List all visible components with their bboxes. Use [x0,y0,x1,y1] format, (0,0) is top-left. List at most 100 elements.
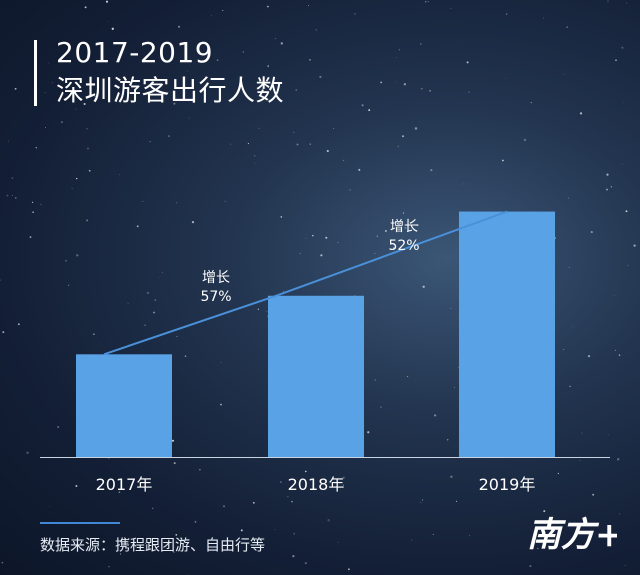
star [309,59,311,61]
star [367,431,370,434]
growth-label: 增长 [202,270,230,286]
star [176,336,178,338]
star [194,521,197,523]
star [349,189,351,191]
star [579,112,583,115]
star [450,475,453,478]
star [433,414,437,417]
star [337,541,339,543]
star [44,92,46,94]
star [305,238,307,239]
star [257,308,260,310]
star [0,279,1,281]
star [142,200,144,202]
star [337,241,339,243]
star [153,311,155,314]
star [242,51,245,53]
star [75,108,77,110]
star [170,549,172,551]
star [144,542,147,544]
star [606,173,609,176]
star [342,159,345,162]
star [613,295,615,297]
star [184,355,187,357]
star [178,25,180,28]
star [563,73,565,75]
star [14,87,17,90]
star [430,169,433,172]
star [146,291,150,295]
star [14,197,17,199]
star [607,0,609,2]
star [422,499,424,501]
star [224,200,226,202]
star [566,544,569,546]
star [621,46,624,49]
star [396,81,397,83]
star [12,195,13,196]
bar-1 [76,354,172,457]
star [627,265,629,266]
star [358,168,361,171]
star [222,9,224,12]
star [398,49,401,51]
star [420,43,422,45]
star [567,197,570,199]
star [280,216,283,218]
star [211,15,212,17]
star [240,529,243,532]
star [326,149,329,153]
x-tick-label: 2017年 [96,475,153,494]
star [390,220,391,222]
data-source-note: 数据来源：携程跟团游、自由行等 [40,536,266,554]
star [111,27,114,30]
star [606,188,608,191]
star [158,277,160,279]
star [380,81,383,84]
star [432,533,434,535]
source-divider [40,522,120,524]
star [327,519,330,522]
star [299,252,301,255]
star [119,553,122,555]
star [258,127,260,130]
bar-2 [268,295,364,457]
star [75,484,78,488]
star [319,75,322,78]
star [223,505,225,508]
bar-3 [459,211,555,457]
x-tick-label: 2019年 [479,475,536,494]
star [51,82,53,84]
star [463,183,465,185]
star [384,230,387,232]
growth-trend-line [103,210,508,356]
star [76,254,79,257]
star [60,121,63,124]
star [543,510,546,513]
star [254,162,255,164]
star [118,491,121,493]
star [88,169,91,172]
star [320,254,323,257]
star [392,247,395,249]
star [621,163,623,165]
growth-value: 57% [200,289,231,305]
star [252,501,255,504]
star [614,349,617,351]
star [220,403,222,406]
star [188,573,189,575]
star [151,507,154,510]
star [191,220,195,224]
star [505,13,508,15]
star [618,354,621,356]
star [171,439,175,442]
star [633,244,636,247]
star [293,131,295,133]
star [48,62,50,64]
star [304,561,307,565]
star [429,90,431,92]
star [403,83,407,86]
growth-value: 52% [388,238,419,254]
star [569,385,571,388]
star [127,538,130,540]
